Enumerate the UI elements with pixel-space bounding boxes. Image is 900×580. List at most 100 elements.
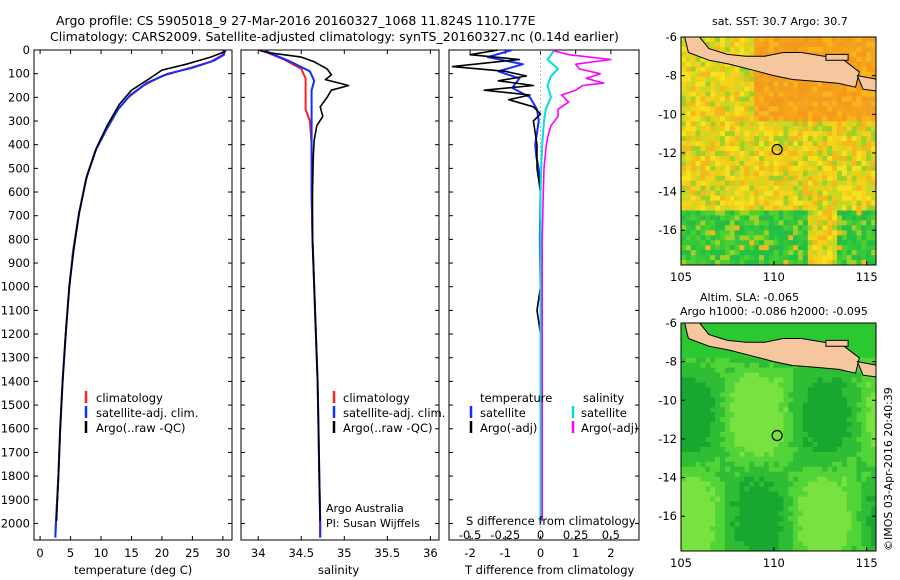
map-cell [788,521,794,527]
map-cell [700,86,706,93]
map-cell [856,506,862,512]
series-line [54,50,226,538]
map-cell [724,61,731,68]
map-cell [788,481,794,488]
map-cell [759,323,765,329]
map-cell [851,165,858,172]
map-cell [861,260,867,265]
map-cell [798,461,804,468]
x-tick-label: 34 [251,546,266,560]
map-cell [734,367,741,374]
map-cell [822,146,828,152]
map-cell [768,225,775,231]
map-cell [681,367,687,374]
map-cell [759,546,765,551]
map-cell [773,332,780,339]
map-cell [739,546,745,551]
map-cell [710,328,716,334]
map-cell [695,352,702,359]
map-cell [685,96,692,103]
map-cell [720,66,726,73]
map-cell [832,156,838,162]
map-cell [793,536,799,542]
map-cell [768,461,775,468]
map-cell [783,106,789,112]
map-cell [759,81,765,88]
map-cell [788,526,794,532]
map-cell [729,323,736,329]
map-cell [856,531,862,537]
map-cell [807,96,814,103]
map-cell [695,215,702,221]
map-cell [822,200,828,207]
map-cell [739,76,745,83]
map-cell [724,106,731,112]
map-cell [827,461,833,468]
map-cell [685,240,692,246]
map-cell [773,76,780,83]
map-cell [695,367,702,374]
map-cell [798,456,804,463]
map-cell [759,190,765,197]
map-cell [866,456,872,463]
map-cell [690,372,697,379]
map-cell [856,471,862,478]
map-cell [793,541,799,547]
map-cell [705,531,711,537]
map-cell [817,491,823,498]
map-cell [827,195,833,202]
series-group-temperature [54,50,227,538]
map-cell [822,225,828,231]
map-cell [724,362,731,369]
map-cell [734,111,741,117]
depth-tick-label: 1200 [1,327,30,341]
map-cell [778,131,784,137]
map-cell [817,240,823,246]
map-cell [739,337,745,344]
map-cell [856,422,862,428]
map-cell [778,437,784,443]
map-cell [861,446,867,453]
map-cell [729,451,736,458]
map-cell [681,328,687,334]
map-cell [744,417,750,423]
map-cell [739,491,745,498]
map-cell [681,245,687,251]
map-cell [788,165,794,172]
map-cell [749,397,755,403]
map-cell [734,337,741,344]
map-cell [837,250,843,256]
map-cell [822,260,828,265]
map-cell [695,407,702,413]
map-cell [744,185,750,192]
map-cell [788,170,794,177]
map-cell [768,437,775,443]
map-cell [710,230,716,236]
map-cell [720,521,726,527]
map-cell [798,225,804,231]
map-cell [749,531,755,537]
map-cell [720,250,726,256]
map-cell [715,215,721,221]
map-cell [744,141,750,147]
map-cell [715,526,721,532]
map-cell [685,185,692,192]
map-cell [837,165,843,172]
map-cell [739,332,745,339]
map-cell [798,432,804,438]
map-cell [710,195,716,202]
map-cell [783,511,789,517]
map-cell [773,175,780,182]
map-cell [861,466,867,473]
map-cell [822,407,828,413]
map-cell [681,546,687,551]
map-cell [866,506,872,512]
map-cell [705,250,711,256]
map-cell [690,496,697,503]
map-cell [817,111,823,117]
map-cell [681,521,687,527]
map-cell [773,151,780,157]
map-cell [861,412,867,418]
map-cell [715,516,721,522]
map-cell [851,225,858,231]
